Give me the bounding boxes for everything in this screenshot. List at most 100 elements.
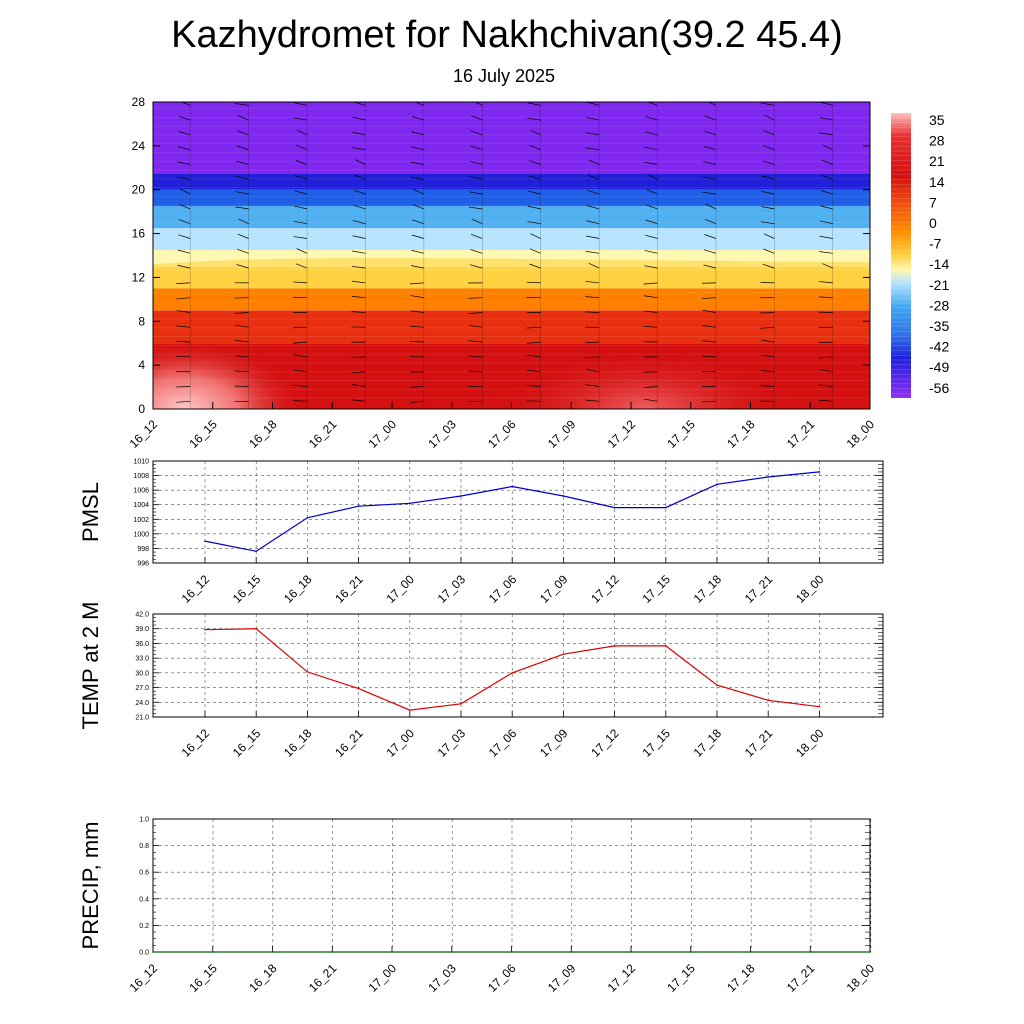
x-tick-label: 18_00 (793, 726, 827, 760)
x-tick-label: 17_21 (784, 961, 818, 995)
x-tick-label: 16_12 (127, 417, 161, 451)
wind-barb (468, 340, 483, 343)
wind-barb (527, 102, 541, 106)
y-tick-label: 1006 (133, 488, 149, 495)
wind-barb (702, 297, 716, 299)
wind-barb (468, 206, 483, 210)
wind-barb (585, 369, 600, 373)
wind-barb (526, 326, 541, 329)
x-tick-label: 16_15 (230, 572, 264, 606)
wind-barb (177, 264, 191, 269)
wind-barb (235, 175, 249, 180)
data-point (562, 495, 565, 497)
temperature-heatmap-panel: 0 4 8 12 16 20 24 28 16_12 16_15 16_18 16_21 17_00 17… (127, 95, 878, 451)
x-tick-label: 17_12 (605, 961, 639, 995)
y-tick-label: 998 (137, 546, 149, 553)
wind-barb (293, 117, 308, 121)
data-point (460, 702, 462, 705)
heatmap-band (153, 173, 870, 190)
wind-barb (180, 102, 191, 106)
data-point (255, 550, 257, 553)
wind-barb (410, 310, 424, 313)
wind-barb (412, 219, 424, 225)
wind-barb (411, 146, 424, 151)
wind-barb (820, 205, 833, 210)
wind-barb (351, 265, 366, 269)
wind-barb (294, 205, 308, 210)
wind-barb (760, 326, 775, 329)
data-point (357, 505, 360, 507)
wind-barb (353, 189, 366, 195)
wind-barb (413, 189, 425, 195)
wind-barb (527, 117, 541, 121)
data-point (204, 540, 206, 542)
wind-barb (760, 354, 775, 358)
y-tick-label: 20 (132, 183, 146, 197)
wind-barb (293, 281, 308, 284)
x-tick-label: 17_09 (537, 572, 571, 606)
wind-barb (352, 235, 366, 239)
colorbar: 35 28 21 14 7 0 -7 -14 -21 -28 -35 -42 -49 -56 (891, 112, 949, 398)
wind-barb (585, 147, 600, 151)
wind-barb (643, 325, 658, 328)
x-tick-label: 17_18 (691, 726, 725, 760)
wind-barb (178, 115, 191, 121)
wind-barb (352, 220, 366, 225)
wind-barb (646, 204, 658, 210)
colorbar-label: -42 (929, 339, 949, 355)
wind-barb (411, 131, 424, 136)
wind-barb (762, 160, 775, 165)
data-point (255, 627, 257, 630)
wind-barb (471, 218, 483, 225)
wind-barb (703, 264, 717, 269)
wind-barb (645, 219, 658, 225)
wind-barb (179, 188, 191, 195)
y-axis-title: PMSL (78, 482, 103, 542)
wind-barb (176, 340, 191, 343)
precip-panel: 0.0 0.2 0.4 0.6 0.8 1.0 16_12 16_15 16_18 16_21 17… (78, 817, 877, 995)
data-point (357, 687, 360, 690)
wind-barb (235, 206, 249, 210)
wind-barb (586, 205, 600, 210)
heatmap-band (153, 266, 870, 289)
data-point (869, 951, 871, 953)
wind-barb (587, 189, 600, 195)
wind-barb (819, 251, 833, 254)
wind-barb (235, 324, 249, 328)
wind-barb (293, 341, 308, 344)
data-point (511, 672, 513, 674)
wind-barb (644, 295, 658, 299)
wind-barb (528, 175, 541, 180)
wind-barb (586, 117, 600, 121)
wind-barb (235, 103, 249, 106)
wind-barb (819, 281, 833, 284)
x-tick-label: 17_06 (485, 961, 519, 995)
wind-barb (354, 174, 366, 180)
heatmap-band (153, 228, 870, 251)
y-axis-title: PRECIP, mm (78, 822, 103, 950)
wind-barb (176, 400, 191, 403)
x-tick-label: 17_21 (742, 572, 776, 606)
heatmap-band (153, 258, 870, 271)
wind-barb (471, 115, 483, 121)
x-tick-label: 17_06 (486, 726, 520, 760)
data-point (510, 951, 513, 953)
wind-barb (295, 175, 308, 180)
wind-barb (352, 384, 366, 387)
wind-barb (704, 218, 717, 225)
data-point (391, 951, 393, 953)
y-tick-label: 1010 (133, 459, 149, 466)
colorbar-label: 21 (929, 153, 945, 169)
wind-barb (703, 161, 717, 165)
chart-subtitle: 16 July 2025 (453, 66, 555, 86)
wind-barb (707, 102, 717, 106)
wind-barb (468, 312, 483, 314)
wind-barb (587, 174, 600, 180)
y-tick-label: 42.0 (135, 612, 149, 619)
x-tick-label: 17_12 (588, 572, 622, 606)
wind-barb (470, 145, 483, 151)
wind-barb (409, 341, 424, 343)
wind-barb (526, 369, 541, 373)
x-tick-label: 16_12 (127, 961, 161, 995)
wind-barb (528, 160, 541, 165)
